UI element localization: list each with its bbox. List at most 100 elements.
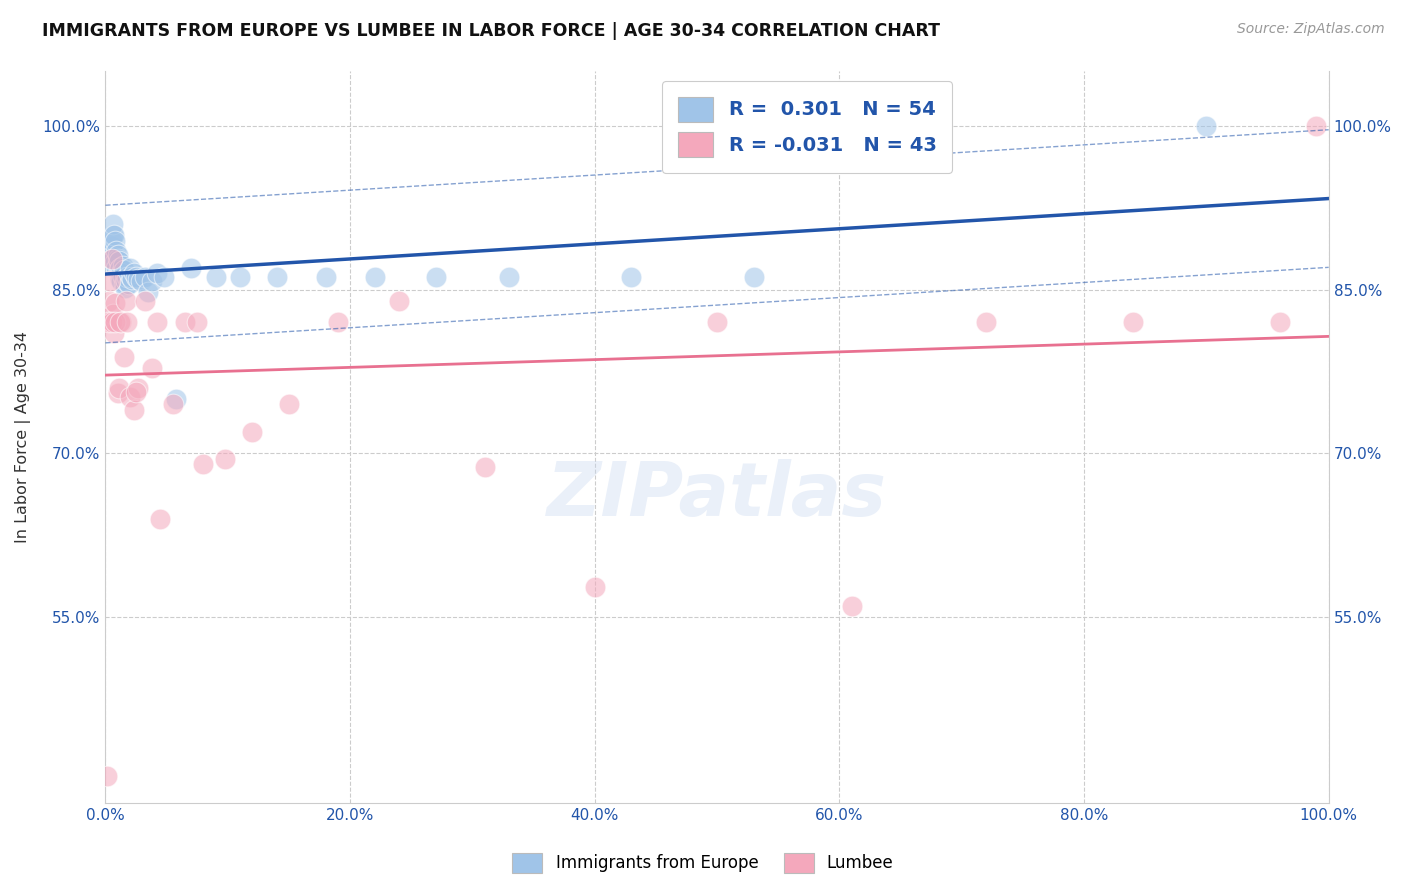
Point	[100, 234, 122, 248]
Point	[101, 217, 124, 231]
Point	[149, 512, 172, 526]
Point	[100, 239, 122, 253]
Point	[107, 386, 129, 401]
Point	[742, 269, 765, 284]
Point	[120, 269, 142, 284]
Point	[112, 351, 135, 365]
Legend: Immigrants from Europe, Lumbee: Immigrants from Europe, Lumbee	[506, 847, 900, 880]
Point	[363, 269, 385, 284]
Point	[425, 269, 447, 284]
Point	[100, 252, 122, 267]
Text: IMMIGRANTS FROM EUROPE VS LUMBEE IN LABOR FORCE | AGE 30-34 CORRELATION CHART: IMMIGRANTS FROM EUROPE VS LUMBEE IN LABO…	[42, 22, 941, 40]
Point	[111, 259, 134, 273]
Point	[620, 269, 643, 284]
Point	[108, 254, 131, 268]
Point	[104, 255, 127, 269]
Point	[97, 315, 120, 329]
Point	[180, 260, 202, 275]
Point	[315, 269, 337, 284]
Point	[1195, 119, 1218, 133]
Point	[104, 295, 127, 310]
Point	[122, 266, 145, 280]
Point	[134, 293, 156, 308]
Point	[108, 272, 131, 286]
Point	[101, 307, 124, 321]
Point	[98, 293, 121, 308]
Point	[1305, 119, 1327, 133]
Point	[110, 315, 132, 329]
Point	[111, 269, 134, 284]
Point	[114, 272, 136, 286]
Point	[107, 252, 129, 267]
Point	[110, 274, 132, 288]
Point	[103, 326, 125, 341]
Point	[153, 269, 176, 284]
Point	[108, 260, 131, 275]
Point	[127, 381, 149, 395]
Point	[214, 451, 236, 466]
Point	[110, 266, 132, 280]
Point	[146, 266, 169, 280]
Point	[1122, 315, 1144, 329]
Point	[388, 293, 411, 308]
Point	[122, 402, 145, 417]
Point	[118, 390, 141, 404]
Point	[125, 269, 148, 284]
Point	[103, 228, 125, 243]
Point	[98, 250, 121, 264]
Point	[165, 392, 187, 406]
Point	[118, 277, 141, 292]
Point	[108, 263, 131, 277]
Point	[98, 274, 121, 288]
Point	[841, 599, 863, 614]
Point	[706, 315, 728, 329]
Point	[474, 459, 496, 474]
Point	[974, 315, 997, 329]
Point	[278, 397, 301, 411]
Point	[498, 269, 520, 284]
Point	[240, 425, 263, 439]
Point	[96, 768, 118, 782]
Point	[105, 244, 128, 259]
Point	[98, 244, 121, 259]
Point	[100, 315, 122, 329]
Point	[118, 260, 141, 275]
Point	[103, 250, 125, 264]
Point	[127, 272, 149, 286]
Point	[583, 580, 606, 594]
Point	[174, 315, 197, 329]
Point	[186, 315, 208, 329]
Point	[134, 269, 156, 284]
Point	[326, 315, 349, 329]
Point	[97, 255, 120, 269]
Point	[114, 280, 136, 294]
Point	[108, 315, 131, 329]
Point	[117, 269, 139, 284]
Point	[125, 385, 148, 400]
Point	[108, 381, 131, 395]
Point	[121, 272, 143, 286]
Point	[266, 269, 288, 284]
Point	[112, 263, 135, 277]
Point	[104, 315, 127, 329]
Point	[162, 397, 184, 411]
Point	[115, 274, 138, 288]
Point	[141, 361, 163, 376]
Point	[107, 248, 129, 262]
Point	[105, 260, 128, 275]
Point	[129, 274, 152, 288]
Point	[115, 293, 138, 308]
Point	[101, 228, 124, 243]
Legend: R =  0.301   N = 54, R = -0.031   N = 43: R = 0.301 N = 54, R = -0.031 N = 43	[662, 81, 952, 173]
Point	[117, 315, 139, 329]
Point	[112, 277, 135, 292]
Point	[136, 285, 159, 299]
Point	[146, 315, 169, 329]
Point	[229, 269, 252, 284]
Point	[193, 458, 215, 472]
Y-axis label: In Labor Force | Age 30-34: In Labor Force | Age 30-34	[15, 331, 31, 543]
Point	[1268, 315, 1291, 329]
Text: ZIPatlas: ZIPatlas	[547, 459, 887, 533]
Point	[141, 274, 163, 288]
Point	[104, 234, 127, 248]
